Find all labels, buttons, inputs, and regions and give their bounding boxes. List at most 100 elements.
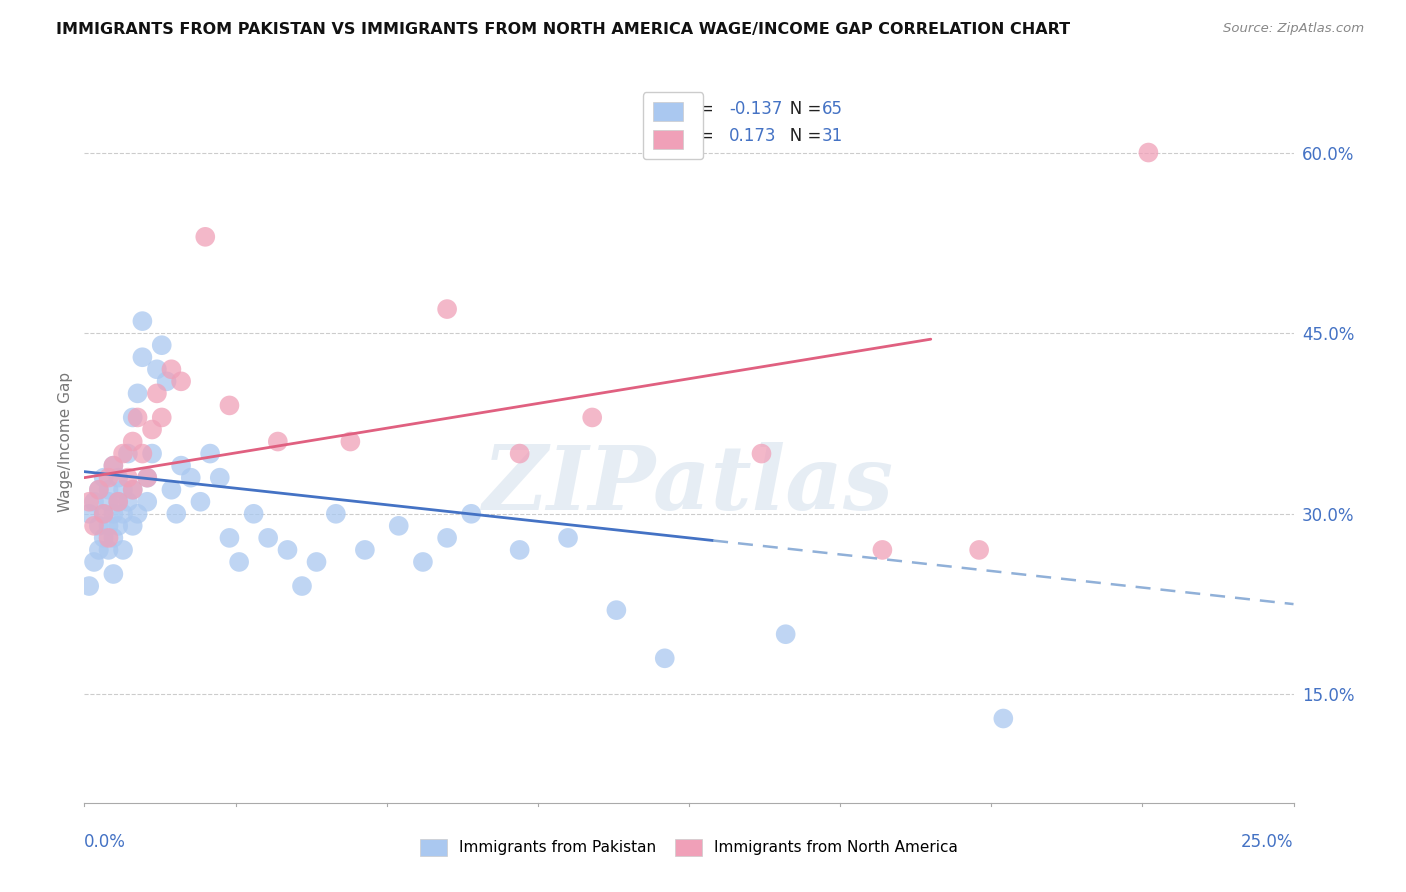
Y-axis label: Wage/Income Gap: Wage/Income Gap — [58, 371, 73, 512]
Text: 31: 31 — [823, 128, 844, 145]
Point — [654, 651, 676, 665]
Point — [141, 423, 163, 437]
Point — [121, 519, 143, 533]
Point — [117, 471, 139, 485]
Point — [87, 519, 110, 533]
Text: ZIPatlas: ZIPatlas — [484, 442, 894, 528]
Point — [170, 458, 193, 473]
Text: IMMIGRANTS FROM PAKISTAN VS IMMIGRANTS FROM NORTH AMERICA WAGE/INCOME GAP CORREL: IMMIGRANTS FROM PAKISTAN VS IMMIGRANTS F… — [56, 22, 1070, 37]
Point — [97, 542, 120, 557]
Point — [97, 483, 120, 497]
Point — [93, 507, 115, 521]
Point — [190, 494, 212, 508]
Point — [388, 519, 411, 533]
Point — [107, 494, 129, 508]
Text: -0.137: -0.137 — [728, 100, 782, 118]
Text: R =: R = — [683, 100, 718, 118]
Point — [107, 494, 129, 508]
Text: N =: N = — [773, 128, 827, 145]
Point — [180, 471, 202, 485]
Point — [112, 542, 135, 557]
Point — [87, 483, 110, 497]
Point — [103, 567, 125, 582]
Point — [228, 555, 250, 569]
Point — [93, 471, 115, 485]
Point — [87, 542, 110, 557]
Point — [103, 458, 125, 473]
Point — [436, 531, 458, 545]
Point — [103, 531, 125, 545]
Point — [146, 386, 169, 401]
Point — [257, 531, 280, 545]
Point — [1137, 145, 1160, 160]
Point — [460, 507, 482, 521]
Point — [605, 603, 627, 617]
Point — [136, 471, 159, 485]
Text: R =: R = — [683, 128, 718, 145]
Point — [276, 542, 298, 557]
Point — [117, 447, 139, 461]
Point — [165, 507, 187, 521]
Point — [325, 507, 347, 521]
Text: N =: N = — [773, 100, 827, 118]
Legend: Immigrants from Pakistan, Immigrants from North America: Immigrants from Pakistan, Immigrants fro… — [412, 830, 966, 863]
Point — [208, 471, 231, 485]
Point — [97, 519, 120, 533]
Point — [77, 507, 100, 521]
Point — [136, 471, 159, 485]
Text: 0.0%: 0.0% — [84, 833, 127, 851]
Point — [83, 519, 105, 533]
Point — [121, 483, 143, 497]
Point — [150, 410, 173, 425]
Point — [291, 579, 314, 593]
Point — [103, 458, 125, 473]
Point — [339, 434, 361, 449]
Point — [107, 471, 129, 485]
Point — [150, 338, 173, 352]
Point — [509, 542, 531, 557]
Point — [121, 410, 143, 425]
Point — [242, 507, 264, 521]
Point — [267, 434, 290, 449]
Point — [77, 494, 100, 508]
Point — [218, 531, 240, 545]
Point — [557, 531, 579, 545]
Point — [581, 410, 603, 425]
Point — [127, 507, 149, 521]
Point — [155, 375, 177, 389]
Point — [509, 447, 531, 461]
Point — [967, 542, 990, 557]
Point — [83, 555, 105, 569]
Point — [121, 483, 143, 497]
Point — [112, 507, 135, 521]
Point — [107, 519, 129, 533]
Point — [141, 447, 163, 461]
Point — [194, 229, 217, 244]
Text: 0.173: 0.173 — [728, 128, 776, 145]
Point — [872, 542, 894, 557]
Point — [993, 712, 1015, 726]
Point — [93, 531, 115, 545]
Point — [160, 483, 183, 497]
Point — [77, 579, 100, 593]
Point — [121, 434, 143, 449]
Point — [112, 483, 135, 497]
Point — [97, 531, 120, 545]
Point — [160, 362, 183, 376]
Point — [198, 447, 221, 461]
Text: 65: 65 — [823, 100, 844, 118]
Point — [136, 494, 159, 508]
Text: Source: ZipAtlas.com: Source: ZipAtlas.com — [1223, 22, 1364, 36]
Point — [117, 494, 139, 508]
Point — [412, 555, 434, 569]
Point — [127, 386, 149, 401]
Point — [97, 471, 120, 485]
Point — [103, 507, 125, 521]
Point — [146, 362, 169, 376]
Point — [87, 483, 110, 497]
Point — [751, 447, 773, 461]
Point — [127, 410, 149, 425]
Point — [83, 494, 105, 508]
Point — [97, 494, 120, 508]
Point — [218, 398, 240, 412]
